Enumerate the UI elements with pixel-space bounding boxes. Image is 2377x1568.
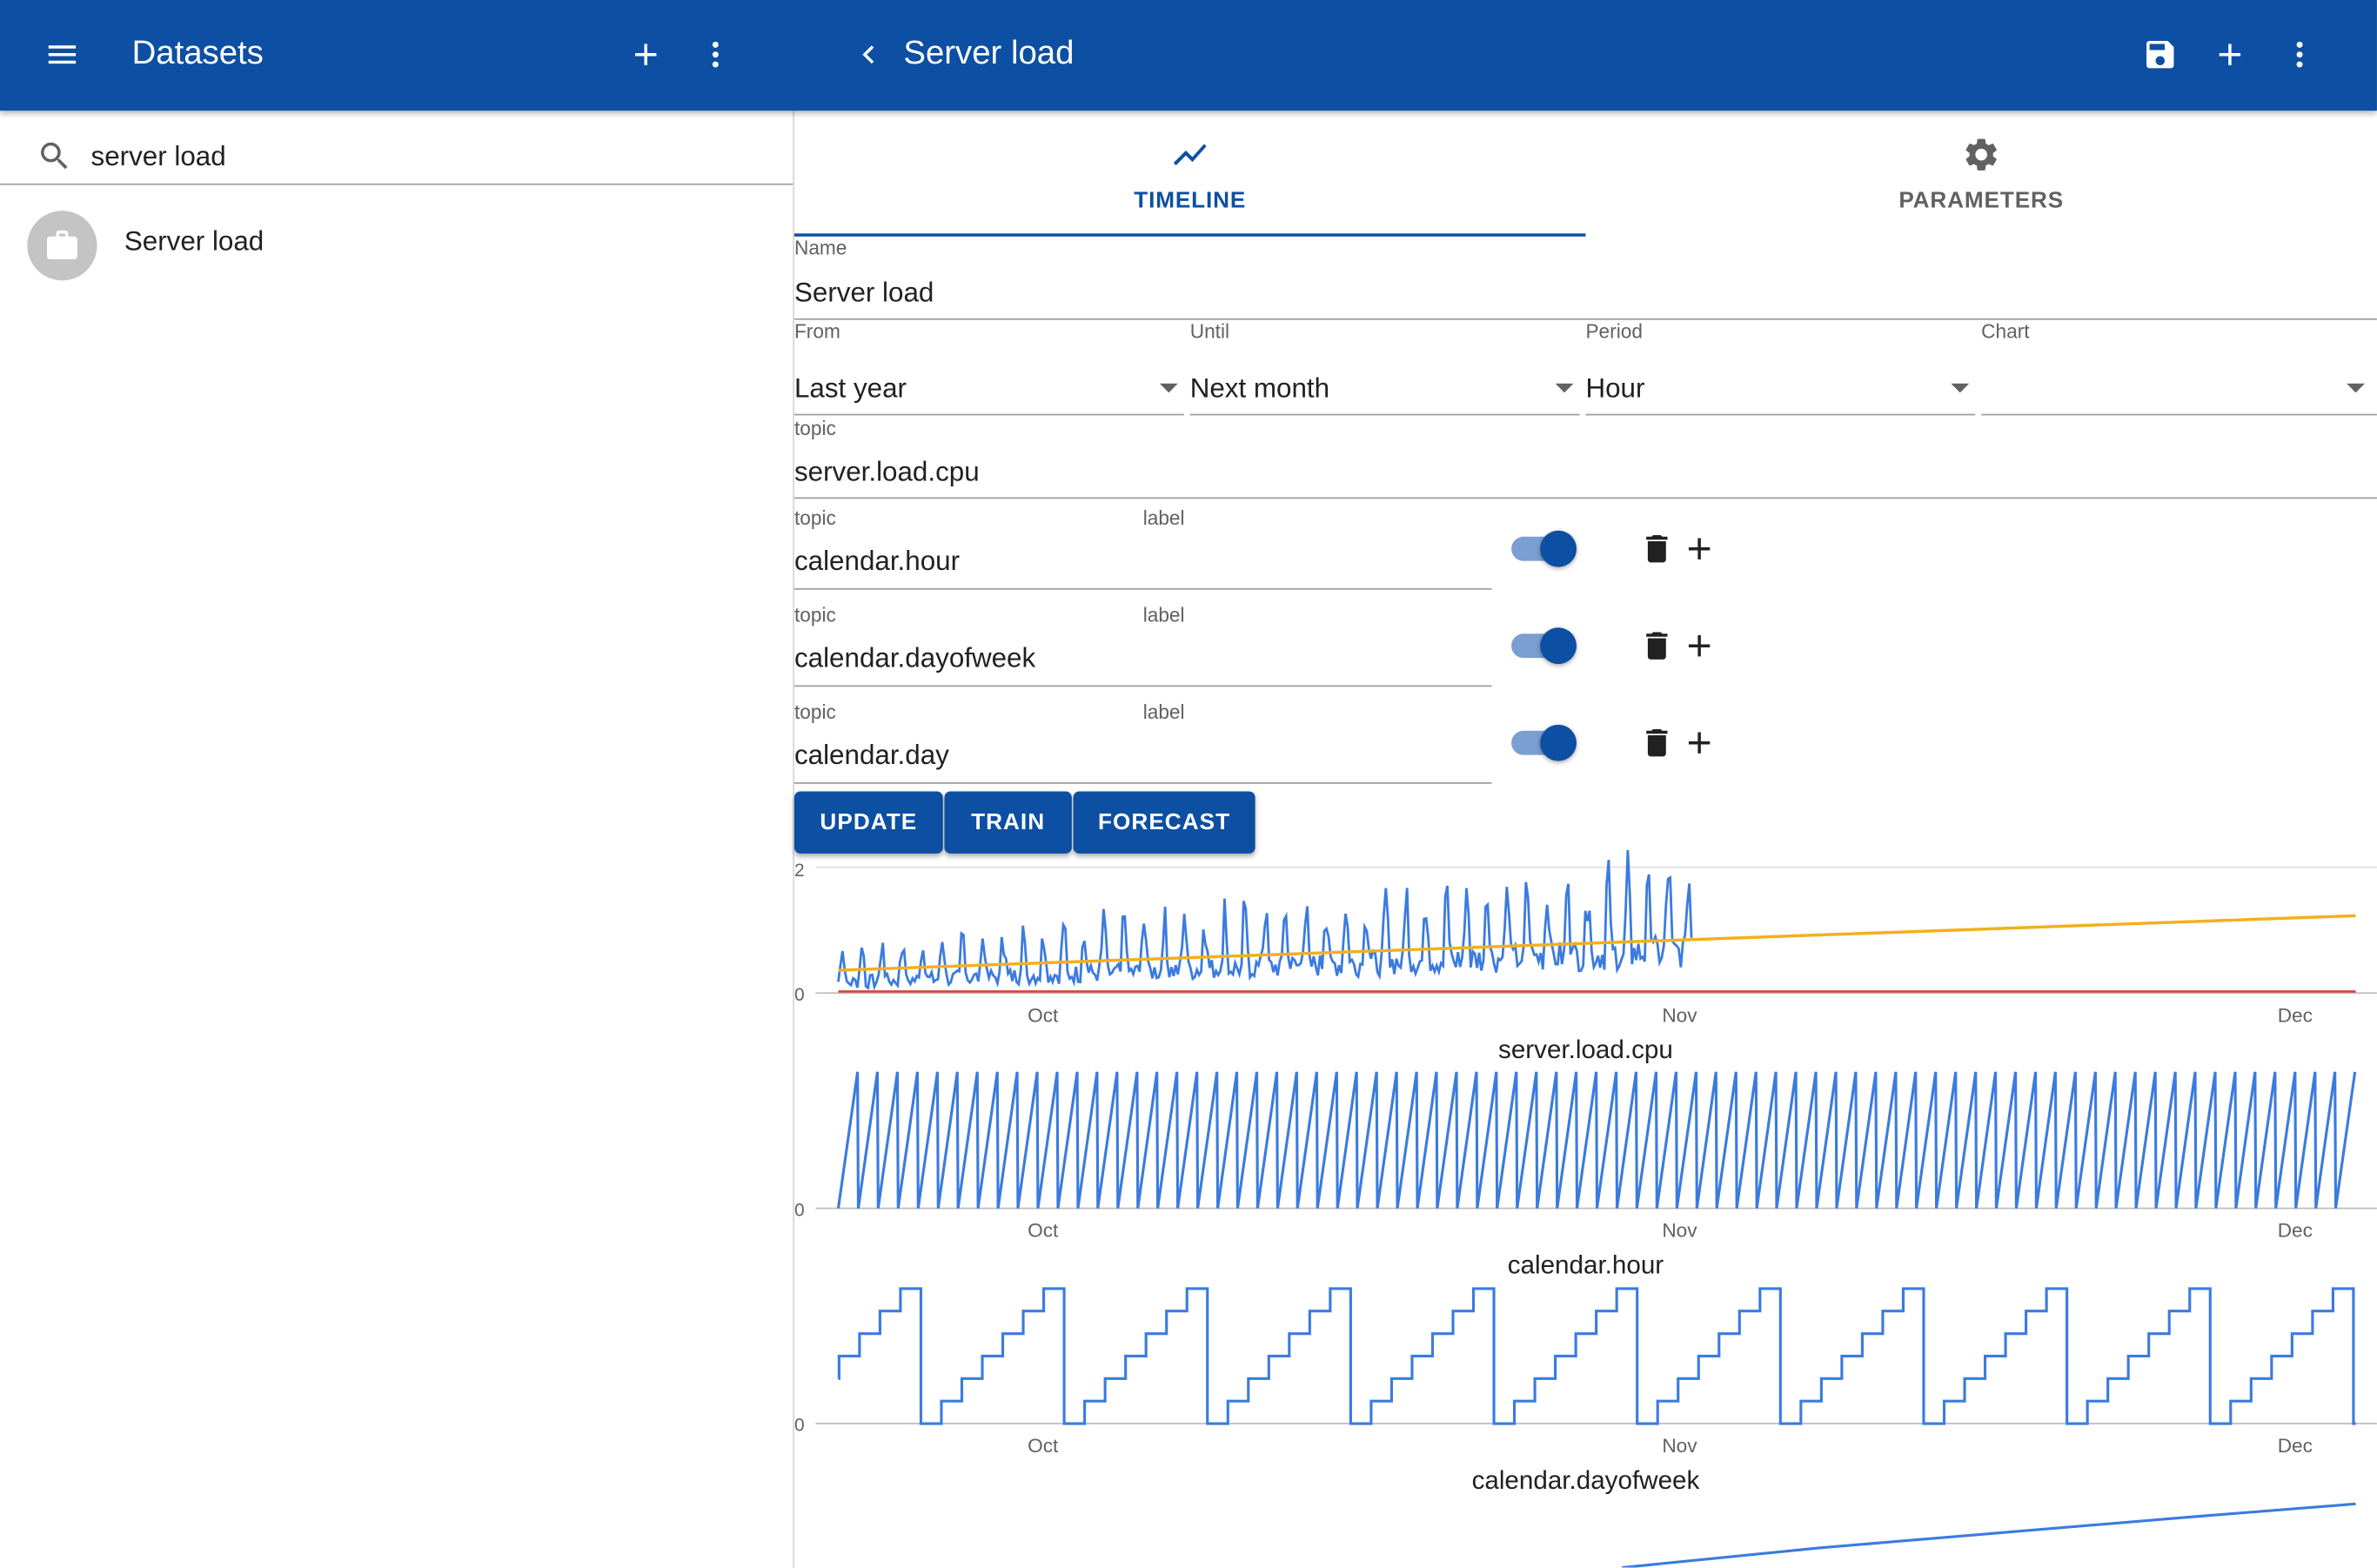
chart-server-load-cpu: 2 0 Oct Nov Dec server.load.cpu	[794, 849, 2377, 1064]
caret-down-icon	[1555, 383, 1574, 393]
chart-calendar-hour: 0 Oct Nov Dec calendar.hour	[794, 1071, 2377, 1280]
x-tick-label: Dec	[2278, 1220, 2313, 1242]
trend-series-line	[838, 914, 2356, 972]
briefcase-icon	[47, 230, 77, 259]
delete-icon[interactable]	[1638, 725, 1675, 761]
y-tick-label: 2	[794, 861, 805, 881]
update-button[interactable]: UPDATE	[793, 791, 943, 854]
menu-icon[interactable]	[32, 24, 93, 85]
back-chevron-icon[interactable]	[838, 24, 899, 85]
x-tick-label: Dec	[2278, 1004, 2313, 1026]
name-field[interactable]: Name Server load	[793, 236, 2377, 320]
list-item-label: Server load	[124, 225, 264, 257]
topic-label: topic	[793, 417, 836, 440]
regressor-label-label: label	[1142, 506, 1185, 530]
y-tick-label: 0	[794, 1200, 805, 1220]
chart-select[interactable]: Chart	[1981, 320, 2377, 416]
list-item[interactable]: Server load	[0, 197, 793, 294]
cpu-series-line	[837, 849, 1693, 991]
caret-down-icon	[2347, 383, 2365, 393]
app-bar: Datasets Server load	[0, 0, 2377, 111]
add-button[interactable]	[2200, 24, 2260, 85]
datasets-title: Datasets	[131, 33, 264, 71]
more-vert-icon[interactable]	[686, 24, 747, 85]
until-label: Until	[1189, 319, 1230, 343]
delete-icon[interactable]	[1638, 531, 1675, 567]
regressor-row[interactable]: topic label calendar.dayofweek	[793, 603, 1492, 687]
delete-icon[interactable]	[1638, 627, 1675, 664]
x-tick-label: Dec	[2278, 1435, 2313, 1457]
timeline-icon	[1173, 144, 1207, 165]
until-value: Next month	[1189, 372, 1330, 404]
x-tick-label: Oct	[1028, 1004, 1059, 1026]
chart-title: server.load.cpu	[1498, 1035, 1673, 1064]
period-value: Hour	[1585, 372, 1645, 404]
panel-divider	[793, 111, 794, 1568]
chart-title: calendar.dayofweek	[1472, 1466, 1700, 1495]
forecast-button[interactable]: FORECAST	[1073, 791, 1255, 854]
train-button[interactable]: TRAIN	[944, 791, 1072, 854]
regressor-topic-label: topic	[793, 700, 836, 724]
chart-title: calendar.hour	[1508, 1251, 1664, 1280]
regressor-label-label: label	[1142, 603, 1185, 627]
regressor-toggle[interactable]	[1510, 627, 1577, 665]
add-regressor-icon[interactable]	[1681, 531, 1717, 567]
regressor-toggle[interactable]	[1510, 724, 1577, 761]
regressor-row[interactable]: topic label calendar.hour	[793, 506, 1492, 590]
period-select[interactable]: Period Hour	[1585, 319, 1976, 416]
x-tick-label: Nov	[1662, 1004, 1697, 1026]
chart-calendar-dayofweek: 0 Oct Nov Dec calendar.dayofweek	[794, 1287, 2377, 1495]
y-tick-label: 0	[794, 985, 805, 1005]
caret-down-icon	[1951, 383, 1970, 393]
x-tick-label: Nov	[1662, 1220, 1697, 1242]
hour-series-line	[836, 1071, 2357, 1209]
until-select[interactable]: Until Next month	[1189, 319, 1580, 416]
from-value: Last year	[793, 372, 907, 404]
regressor-label-label: label	[1142, 700, 1185, 724]
regressor-topic-label: topic	[793, 603, 836, 627]
more-vert-icon[interactable]	[2269, 24, 2330, 85]
search-bar[interactable]: server load	[0, 111, 793, 185]
chart-calendar-day	[1622, 1502, 2356, 1568]
regressor-topic-value: calendar.hour	[793, 546, 961, 577]
search-input[interactable]: server load	[90, 141, 226, 171]
regressor-toggle[interactable]	[1510, 530, 1577, 567]
search-icon	[41, 142, 68, 170]
from-select[interactable]: From Last year	[793, 319, 1184, 416]
x-tick-label: Oct	[1028, 1220, 1059, 1242]
gear-icon	[1965, 138, 1997, 171]
period-label: Period	[1585, 319, 1643, 343]
tab-timeline-label: TIMELINE	[1134, 188, 1247, 214]
add-dataset-button[interactable]	[615, 24, 676, 85]
dataset-title: Server load	[903, 33, 1075, 71]
name-label: Name	[793, 236, 847, 259]
tab-parameters-label: PARAMETERS	[1898, 188, 2065, 214]
regressor-topic-value: calendar.dayofweek	[793, 642, 1036, 673]
x-tick-label: Oct	[1028, 1435, 1059, 1457]
avatar	[27, 211, 97, 281]
topic-field[interactable]: topic server.load.cpu	[793, 417, 2377, 499]
name-value: Server load	[793, 277, 934, 308]
tab-timeline[interactable]: TIMELINE	[793, 111, 1586, 237]
from-label: From	[793, 319, 840, 343]
regressor-topic-value: calendar.day	[793, 740, 949, 771]
add-regressor-icon[interactable]	[1681, 627, 1717, 664]
tab-parameters[interactable]: PARAMETERS	[1585, 111, 2376, 237]
save-icon[interactable]	[2130, 24, 2191, 85]
chart-label: Chart	[1981, 319, 2030, 343]
regressor-topic-label: topic	[793, 506, 836, 530]
y-tick-label: 0	[794, 1416, 805, 1436]
x-tick-label: Nov	[1662, 1435, 1697, 1457]
dow-series-line	[837, 1287, 2356, 1425]
topic-value: server.load.cpu	[793, 456, 980, 487]
add-regressor-icon[interactable]	[1681, 725, 1717, 761]
caret-down-icon	[1159, 383, 1178, 393]
day-series-line	[1622, 1502, 2356, 1568]
regressor-row[interactable]: topic label calendar.day	[793, 700, 1492, 784]
